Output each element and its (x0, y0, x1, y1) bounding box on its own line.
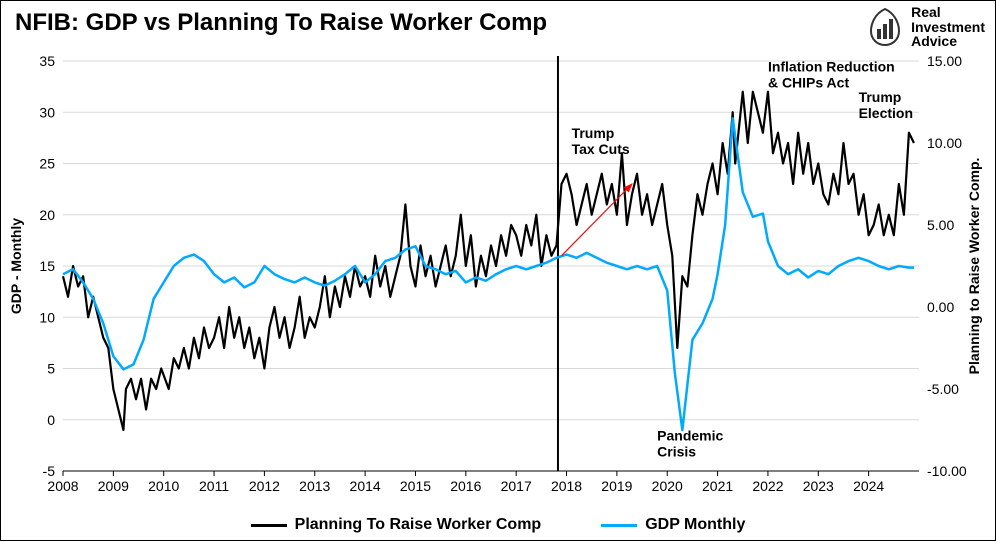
legend: Planning To Raise Worker Comp GDP Monthly (1, 514, 995, 535)
svg-text:2017: 2017 (501, 478, 532, 494)
svg-text:2013: 2013 (299, 478, 330, 494)
svg-text:Election: Election (859, 105, 913, 121)
svg-text:2023: 2023 (803, 478, 834, 494)
svg-text:5: 5 (47, 361, 55, 377)
svg-text:Planning to Raise Worker Comp.: Planning to Raise Worker Comp. (966, 158, 982, 375)
logo-icon (865, 7, 905, 47)
svg-text:2022: 2022 (752, 478, 783, 494)
svg-text:2011: 2011 (199, 478, 229, 494)
svg-text:2021: 2021 (702, 478, 733, 494)
svg-text:2018: 2018 (551, 478, 582, 494)
legend-item: GDP Monthly (601, 516, 745, 534)
svg-text:2008: 2008 (47, 478, 78, 494)
svg-text:2015: 2015 (400, 478, 431, 494)
svg-text:Crisis: Crisis (657, 443, 696, 459)
svg-text:10: 10 (39, 309, 55, 325)
svg-text:0: 0 (47, 412, 55, 428)
svg-text:30: 30 (39, 104, 55, 120)
svg-text:35: 35 (39, 53, 55, 69)
svg-text:Trump: Trump (859, 89, 902, 105)
legend-item: Planning To Raise Worker Comp (251, 516, 542, 534)
legend-label: Planning To Raise Worker Comp (295, 516, 542, 534)
svg-text:5.00: 5.00 (927, 217, 954, 233)
svg-text:-5.00: -5.00 (927, 381, 959, 397)
svg-text:2009: 2009 (98, 478, 129, 494)
line-chart: -5 0 5 10 15 20 25 30 35 -10.00 -5.00 0.00 5.00 10.00… (1, 51, 996, 542)
svg-text:2024: 2024 (853, 478, 884, 494)
svg-text:20: 20 (39, 207, 55, 223)
svg-text:2019: 2019 (601, 478, 632, 494)
legend-swatch (251, 524, 287, 527)
legend-label: GDP Monthly (645, 516, 745, 534)
svg-text:2016: 2016 (450, 478, 481, 494)
svg-text:& CHIPs Act: & CHIPs Act (768, 74, 850, 90)
svg-text:Pandemic: Pandemic (657, 427, 723, 443)
svg-text:Tax Cuts: Tax Cuts (572, 141, 630, 157)
svg-text:2010: 2010 (148, 478, 179, 494)
legend-swatch (601, 524, 637, 527)
svg-text:-10.00: -10.00 (927, 463, 967, 479)
svg-text:10.00: 10.00 (927, 135, 962, 151)
svg-text:Inflation Reduction: Inflation Reduction (768, 58, 895, 74)
svg-text:Trump: Trump (572, 125, 615, 141)
svg-text:2014: 2014 (350, 478, 381, 494)
svg-text:25: 25 (39, 156, 55, 172)
brand-logo: Real Investment Advice (865, 5, 985, 49)
svg-text:2012: 2012 (249, 478, 280, 494)
svg-text:GDP - Monthly: GDP - Monthly (8, 218, 24, 314)
logo-text: Real Investment Advice (911, 5, 985, 49)
svg-text:15.00: 15.00 (927, 53, 962, 69)
svg-text:15: 15 (39, 258, 55, 274)
chart-container: NFIB: GDP vs Planning To Raise Worker Co… (0, 0, 996, 541)
svg-text:2020: 2020 (652, 478, 683, 494)
chart-title: NFIB: GDP vs Planning To Raise Worker Co… (15, 9, 547, 37)
svg-text:-5: -5 (43, 463, 56, 479)
svg-text:0.00: 0.00 (927, 299, 954, 315)
